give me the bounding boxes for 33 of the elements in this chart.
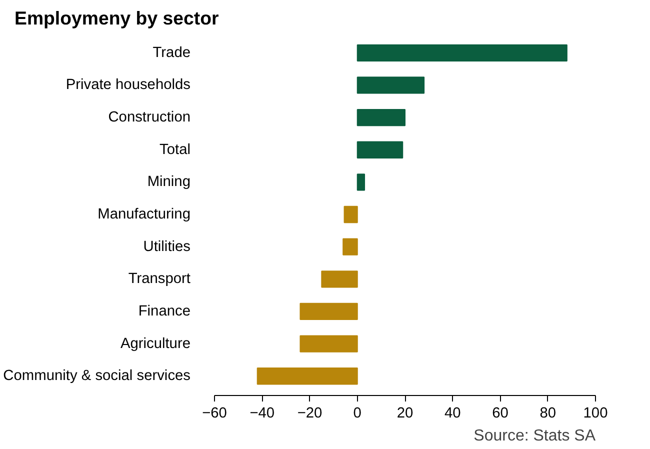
bar [256,368,358,385]
chart-title: Employmeny by sector [14,8,219,28]
x-tick-label: −40 [250,406,275,422]
bar [300,302,358,320]
bar [356,108,406,126]
y-tick-label: Construction [108,110,191,126]
bar [356,174,366,191]
x-tick-label: 60 [492,406,508,422]
bar [356,44,568,62]
bar [300,335,358,352]
x-tick-label: −60 [202,406,227,422]
y-tick-label: Transport [128,271,191,288]
y-tick-label: Agriculture [120,336,191,352]
x-tick-label: 0 [353,406,362,422]
bar [356,76,425,94]
y-tick-label: Manufacturing [98,206,191,222]
y-tick-label: Trade [152,44,191,61]
source-note: Source: Stats SA [474,428,596,444]
bar [356,141,404,158]
bar [342,238,358,256]
y-tick-label: Mining [147,174,191,190]
x-tick-label: 40 [444,406,461,422]
x-tick-label: 20 [396,406,414,422]
y-tick-label: Community & social services [3,368,191,384]
bar [321,270,358,288]
x-tick-label: 100 [583,406,608,422]
y-tick-label: Private households [66,77,191,94]
y-tick-label: Finance [138,303,191,320]
x-tick-label: 80 [540,406,556,422]
x-tick-label: −20 [297,406,322,422]
bar [344,206,358,224]
y-tick-label: Utilities [143,238,190,255]
y-tick-label: Total [160,142,191,158]
